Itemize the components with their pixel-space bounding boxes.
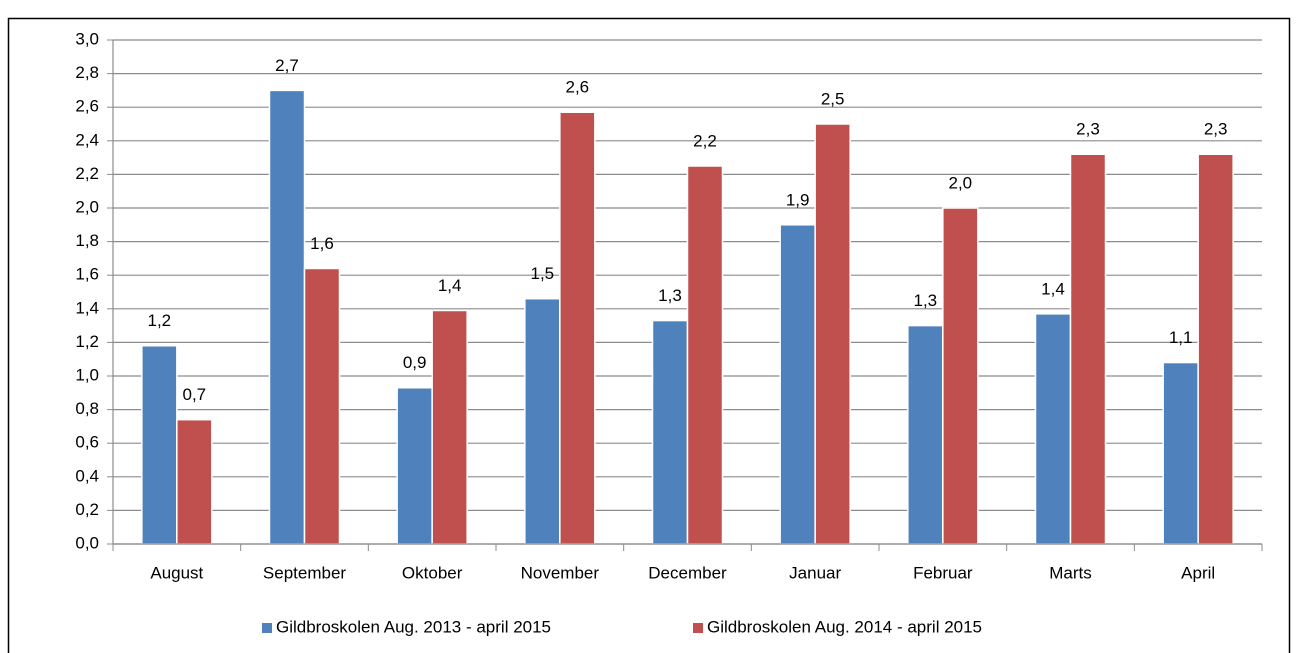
- data-label: 2,3: [1204, 120, 1228, 139]
- legend-label: Gildbroskolen Aug. 2014 - april 2015: [707, 617, 982, 636]
- y-tick-label: 1,2: [75, 332, 99, 351]
- bar: [779, 224, 816, 545]
- y-tick-label: 1,6: [75, 265, 99, 284]
- y-tick-label: 3,0: [75, 29, 99, 48]
- bar: [559, 111, 596, 545]
- data-label: 2,3: [1076, 120, 1100, 139]
- x-tick-label: November: [521, 563, 600, 582]
- data-label: 2,7: [275, 56, 299, 75]
- y-tick-label: 2,0: [75, 197, 99, 216]
- data-label: 1,3: [658, 286, 682, 305]
- bar: [1162, 361, 1199, 545]
- data-label: 1,3: [914, 291, 938, 310]
- x-tick-label: September: [263, 563, 346, 582]
- data-label: 0,7: [183, 385, 207, 404]
- x-tick-label: Februar: [913, 563, 973, 582]
- x-tick-label: August: [150, 563, 203, 582]
- x-tick-label: Januar: [789, 563, 841, 582]
- data-label: 1,4: [1041, 279, 1065, 298]
- legend-swatch: [693, 623, 703, 633]
- y-tick-label: 1,4: [75, 298, 99, 317]
- bar: [1197, 153, 1234, 545]
- y-tick-label: 0,6: [75, 433, 99, 452]
- bar: [907, 324, 944, 545]
- bar: [524, 297, 561, 545]
- x-tick-label: Marts: [1049, 563, 1092, 582]
- y-tick-label: 2,2: [75, 164, 99, 183]
- data-label: 1,1: [1169, 328, 1193, 347]
- bar: [942, 207, 979, 545]
- data-label: 2,5: [821, 89, 845, 108]
- data-label: 1,4: [438, 276, 462, 295]
- y-tick-label: 0,4: [75, 466, 99, 485]
- x-tick-label: April: [1181, 563, 1215, 582]
- y-tick-label: 1,0: [75, 365, 99, 384]
- legend-swatch: [262, 623, 272, 633]
- data-label: 1,2: [148, 311, 172, 330]
- y-tick-label: 1,8: [75, 231, 99, 250]
- data-label: 1,5: [531, 264, 555, 283]
- x-tick-label: Oktober: [402, 563, 463, 582]
- bar: [141, 345, 178, 545]
- bar: [396, 387, 433, 545]
- x-tick-label: December: [648, 563, 727, 582]
- bar: [686, 165, 724, 545]
- bar: [814, 123, 851, 545]
- y-tick-label: 0,8: [75, 399, 99, 418]
- bar: [176, 418, 213, 545]
- bar: [268, 89, 306, 545]
- data-label: 2,0: [949, 173, 973, 192]
- bar: [1069, 153, 1107, 545]
- data-label: 1,9: [786, 190, 810, 209]
- data-label: 2,6: [566, 78, 590, 97]
- y-tick-label: 0,0: [75, 533, 99, 552]
- data-label: 0,9: [403, 353, 427, 372]
- legend-label: Gildbroskolen Aug. 2013 - april 2015: [276, 617, 551, 636]
- data-label: 1,6: [310, 234, 334, 253]
- y-tick-label: 2,6: [75, 97, 99, 116]
- bar: [1034, 313, 1072, 545]
- bar: [431, 309, 468, 545]
- bar: [303, 267, 341, 545]
- bar: [651, 319, 689, 545]
- y-tick-label: 0,2: [75, 500, 99, 519]
- y-tick-label: 2,4: [75, 130, 99, 149]
- data-label: 2,2: [693, 131, 717, 150]
- y-tick-label: 2,8: [75, 63, 99, 82]
